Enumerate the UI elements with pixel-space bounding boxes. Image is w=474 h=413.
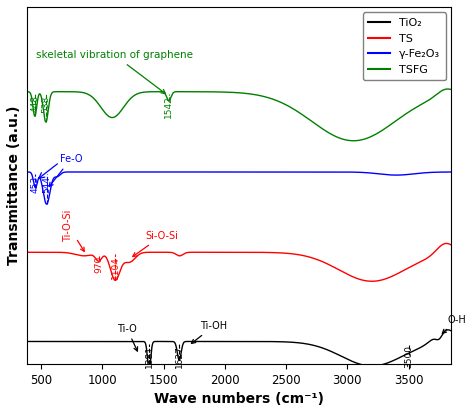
Text: 970: 970 (94, 256, 103, 273)
X-axis label: Wave numbers (cm⁻¹): Wave numbers (cm⁻¹) (154, 392, 324, 406)
Text: Ti-OH: Ti-OH (191, 321, 228, 343)
Text: skeletal vibration of graphene: skeletal vibration of graphene (36, 50, 193, 94)
Text: 448: 448 (30, 95, 39, 112)
Text: 1381: 1381 (145, 345, 154, 368)
Y-axis label: Transmittance (a.u.): Transmittance (a.u.) (7, 106, 21, 265)
Text: Ti-O: Ti-O (117, 324, 137, 351)
Text: 538: 538 (41, 95, 50, 112)
Text: 1542: 1542 (164, 95, 173, 118)
Text: Ti-O-Si: Ti-O-Si (63, 209, 84, 252)
Text: 1104: 1104 (110, 256, 119, 279)
Text: 453: 453 (31, 176, 40, 193)
Legend: TiO₂, TS, γ-Fe₂O₃, TSFG: TiO₂, TS, γ-Fe₂O₃, TSFG (363, 12, 446, 80)
Text: Si-O-Si: Si-O-Si (133, 231, 178, 256)
Text: 3500: 3500 (404, 345, 413, 368)
Text: 544: 544 (42, 176, 51, 192)
Text: Fe-O: Fe-O (49, 154, 82, 187)
Text: O-H: O-H (442, 315, 466, 333)
Text: 1627: 1627 (175, 345, 184, 368)
